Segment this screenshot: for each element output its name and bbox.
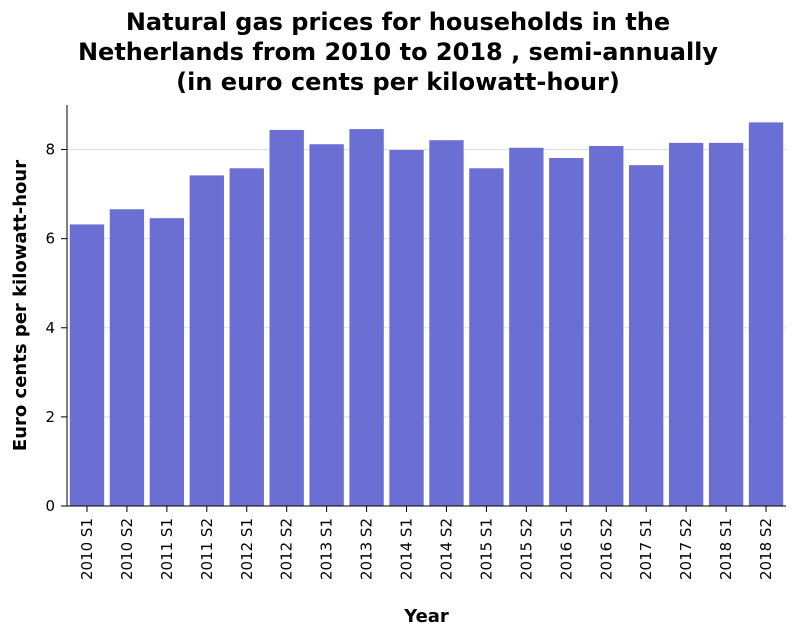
x-tick-label: 2015 S2 (517, 518, 535, 580)
bar-2018-s1 (708, 142, 744, 506)
x-tick-label: 2012 S1 (238, 518, 256, 580)
y-tick-label: 2 (45, 408, 55, 426)
x-tick-label: 2014 S2 (437, 518, 455, 580)
gridlines (67, 149, 786, 418)
bar-2014-s2 (429, 140, 464, 506)
bar-2010-s2 (109, 209, 145, 506)
bar-2015-s2 (509, 147, 544, 507)
bar-2016-s2 (589, 145, 624, 507)
bars (69, 122, 784, 507)
y-tick-label: 6 (45, 230, 55, 248)
x-tick-label: 2016 S2 (597, 518, 615, 580)
x-tick-label: 2010 S1 (78, 518, 96, 580)
x-tick-label: 2014 S1 (398, 518, 416, 580)
bar-2012-s2 (269, 129, 304, 506)
x-tick-label: 2017 S2 (677, 518, 695, 580)
x-tick-label: 2011 S1 (158, 518, 176, 580)
x-tick-label: 2012 S2 (278, 518, 296, 580)
x-tick-label: 2018 S1 (717, 518, 735, 580)
chart-title-line-3: (in euro cents per kilowatt-hour) (176, 68, 620, 96)
y-tick-label: 0 (45, 497, 55, 515)
bar-2011-s1 (149, 218, 185, 506)
y-tick-label: 4 (45, 319, 55, 337)
x-tick-label: 2011 S2 (198, 518, 216, 580)
y-axis-ticks: 0 2 4 6 8 (45, 141, 67, 515)
bar-2010-s1 (69, 224, 105, 507)
x-tick-label: 2013 S1 (318, 518, 336, 580)
bar-2015-s1 (469, 168, 504, 506)
x-tick-label: 2015 S1 (477, 518, 495, 580)
axes (66, 105, 786, 507)
bar-2018-s2 (748, 122, 784, 507)
x-axis-ticks: 2010 S1 2010 S2 2011 S1 2011 S2 2012 S1 2012 … (78, 506, 775, 580)
x-tick-label: 2010 S2 (118, 518, 136, 580)
x-tick-label: 2016 S1 (557, 518, 575, 580)
bar-2016-s1 (549, 158, 584, 506)
chart-title: Natural gas prices for households in the… (78, 8, 718, 96)
y-tick-label: 8 (45, 141, 55, 159)
bar-2012-s1 (229, 168, 264, 506)
x-tick-label: 2018 S2 (757, 518, 775, 580)
chart-title-line-1: Natural gas prices for households in the (126, 8, 670, 36)
x-axis-title: Year (403, 606, 449, 627)
x-tick-label: 2017 S1 (637, 518, 655, 580)
bar-2014-s1 (389, 150, 424, 507)
chart-title-line-2: Netherlands from 2010 to 2018 , semi-ann… (78, 38, 718, 66)
y-axis-title: Euro cents per kilowatt-hour (10, 160, 31, 451)
bar-2017-s1 (629, 165, 664, 506)
bar-2013-s1 (309, 144, 344, 506)
bar-2013-s2 (349, 129, 384, 506)
x-tick-label: 2013 S2 (358, 518, 376, 580)
bar-2017-s2 (668, 142, 704, 506)
bar-2011-s2 (189, 175, 224, 507)
